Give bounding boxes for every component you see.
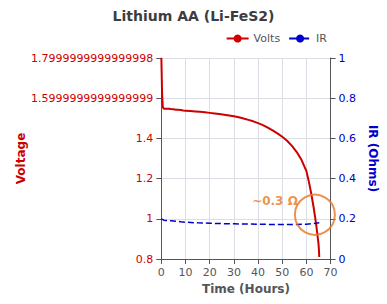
svg-text:20: 20 [203,266,217,279]
svg-text:Time (Hours): Time (Hours) [202,282,290,296]
svg-text:0.2: 0.2 [339,212,357,225]
svg-text:0.4: 0.4 [339,172,357,185]
svg-text:0.6: 0.6 [339,132,357,145]
svg-text:0: 0 [158,266,165,279]
svg-text:1.2: 1.2 [136,172,154,185]
svg-text:30: 30 [227,266,241,279]
svg-text:IR: IR [316,32,327,45]
svg-text:1.5999999999999999: 1.5999999999999999 [31,92,153,105]
svg-text:IR (Ohms): IR (Ohms) [366,125,380,192]
svg-text:0.8: 0.8 [339,92,357,105]
svg-text:10: 10 [179,266,193,279]
svg-text:50: 50 [275,266,289,279]
svg-text:1: 1 [339,52,346,65]
svg-text:Voltage: Voltage [14,133,28,185]
svg-text:60: 60 [299,266,313,279]
svg-text:Lithium AA (Li-FeS2): Lithium AA (Li-FeS2) [113,8,275,24]
svg-text:0: 0 [339,253,346,266]
svg-text:1.7999999999999998: 1.7999999999999998 [31,52,153,65]
svg-text:0.8: 0.8 [136,253,154,266]
svg-text:Volts: Volts [254,32,281,45]
svg-text:~0.3 Ω: ~0.3 Ω [252,194,298,208]
svg-text:70: 70 [324,266,338,279]
svg-text:40: 40 [251,266,265,279]
svg-text:1: 1 [146,212,153,225]
svg-text:1.4: 1.4 [136,132,154,145]
